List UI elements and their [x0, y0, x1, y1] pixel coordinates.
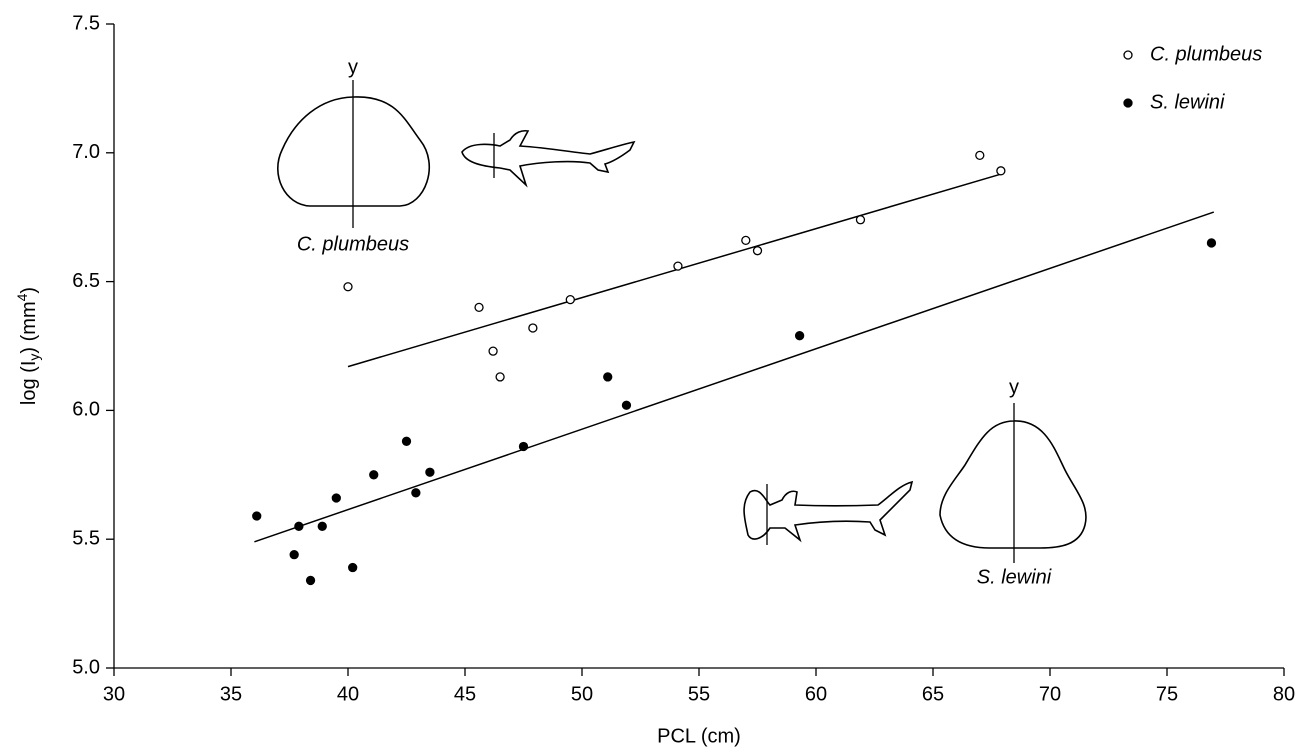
point [425, 467, 435, 477]
legend-label: C. plumbeus [1150, 43, 1262, 65]
y-tick-label: 5.0 [72, 656, 100, 678]
point [289, 550, 299, 560]
point [752, 246, 763, 256]
shark-drawing [461, 129, 636, 188]
point [855, 215, 866, 225]
point [369, 470, 379, 480]
point [673, 261, 683, 271]
cross-section-drawing [939, 420, 1087, 549]
point [1206, 238, 1217, 248]
point [621, 400, 632, 410]
y-tick-label: 6.0 [72, 399, 100, 421]
annotation: y [348, 56, 358, 78]
y-axis-label-part: log (I [18, 361, 40, 405]
annotation: C. plumbeus [297, 233, 409, 255]
x-axis-label: PCL (cm) [657, 725, 741, 747]
y-tick-label: 7.0 [72, 141, 100, 163]
point [794, 331, 805, 341]
point [495, 372, 505, 382]
trend-line [254, 211, 1215, 543]
x-tick-label: 70 [1039, 683, 1061, 705]
point [252, 511, 262, 521]
annotation: y [1009, 376, 1019, 398]
y-tick-label: 7.5 [72, 12, 100, 34]
point [996, 166, 1006, 176]
x-tick-label: 45 [454, 683, 476, 705]
x-tick-label: 40 [337, 683, 359, 705]
y-axis-label: log (Iy) (mm4) [14, 287, 42, 405]
legend-label: S. lewini [1150, 91, 1225, 113]
point [975, 150, 985, 161]
x-tick-label: 30 [103, 683, 125, 705]
x-tick-label: 65 [922, 683, 944, 705]
point [331, 493, 341, 503]
y-axis-label-part: ) [18, 287, 40, 294]
hammerhead-drawing [743, 480, 914, 543]
y-tick-label: 6.5 [72, 270, 100, 292]
legend-marker [1123, 98, 1133, 108]
point [305, 575, 316, 586]
x-tick-label: 80 [1273, 683, 1295, 705]
point [343, 282, 353, 292]
y-axis-label-part: y [26, 354, 42, 361]
x-tick-label: 75 [1156, 683, 1178, 705]
y-tick-label: 5.5 [72, 527, 100, 549]
point [603, 372, 613, 382]
x-tick-label: 35 [220, 683, 242, 705]
legend-marker [1123, 50, 1133, 60]
x-tick-label: 60 [805, 683, 827, 705]
point [294, 521, 304, 531]
x-tick-label: 50 [571, 683, 593, 705]
point [348, 562, 358, 573]
x-tick-label: 55 [688, 683, 710, 705]
point [565, 294, 575, 305]
point [401, 436, 412, 446]
y-axis-label-part: ) (mm [18, 301, 40, 353]
point [411, 488, 421, 498]
point [518, 441, 529, 452]
point [528, 323, 538, 333]
point [474, 302, 484, 313]
point [317, 521, 327, 531]
y-axis-label-part: 4 [14, 293, 30, 301]
cross-section-drawing [277, 96, 431, 207]
annotation: S. lewini [977, 566, 1052, 588]
point [488, 346, 498, 356]
point [741, 235, 751, 246]
